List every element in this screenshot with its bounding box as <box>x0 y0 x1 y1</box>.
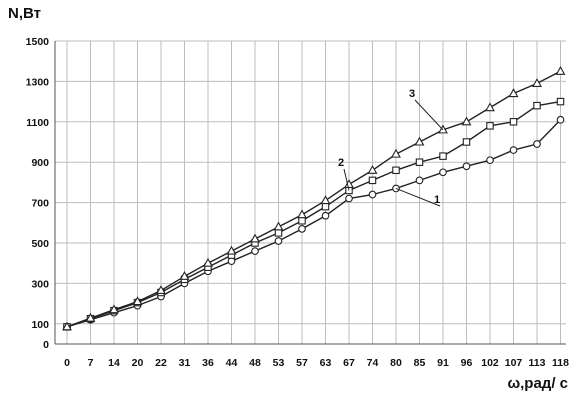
x-tick-label: 44 <box>226 357 238 369</box>
y-tick-label: 900 <box>31 157 49 169</box>
data-point-triangle <box>250 233 260 243</box>
y-tick-label: 1300 <box>26 76 50 88</box>
y-tick-label: 300 <box>31 278 49 290</box>
data-point-triangle <box>132 296 143 306</box>
data-point-square <box>486 122 494 130</box>
data-point-triangle <box>62 321 72 331</box>
data-point-square <box>439 152 447 160</box>
data-point-triangle <box>109 304 119 314</box>
data-point-triangle <box>85 312 96 322</box>
data-point-circle <box>509 146 518 154</box>
data-point-circle <box>251 247 259 255</box>
x-tick-label: 118 <box>552 357 569 369</box>
data-point-circle <box>274 237 283 245</box>
data-point-triangle <box>508 88 519 98</box>
data-point-triangle <box>273 221 284 231</box>
data-point-triangle <box>532 78 542 87</box>
series-line-3 <box>66 70 561 328</box>
data-point-circle <box>321 211 330 220</box>
series-group <box>62 65 566 331</box>
series-labels: 1 2 3 <box>338 88 444 207</box>
grid <box>55 40 566 345</box>
data-point-circle <box>533 140 541 148</box>
axes <box>54 41 566 345</box>
data-point-triangle <box>297 209 307 219</box>
data-point-square <box>321 202 330 211</box>
data-point-circle <box>556 115 565 124</box>
x-tick-label: 91 <box>437 357 449 369</box>
x-tick-label: 113 <box>529 357 546 369</box>
series-label-1: 1 <box>434 194 440 206</box>
data-point-triangle <box>485 102 495 112</box>
y-axis-title: N,Вт <box>8 5 41 22</box>
data-point-square <box>392 166 400 175</box>
data-point-square <box>368 176 377 185</box>
data-point-square <box>556 97 565 106</box>
x-tick-label: 31 <box>179 357 191 369</box>
data-point-triangle <box>179 270 190 280</box>
series-label-leader <box>395 187 441 207</box>
x-tick-label: 96 <box>461 357 473 369</box>
x-tick-label: 20 <box>132 357 144 369</box>
series-2 <box>63 97 565 331</box>
x-tick-label: 63 <box>320 357 332 369</box>
x-tick-label: 85 <box>414 357 426 369</box>
data-point-circle <box>415 176 424 185</box>
x-tick-label: 36 <box>202 357 214 369</box>
x-axis-title: ω,рад/ с <box>507 375 568 392</box>
data-point-square <box>509 118 518 126</box>
series-label-leader <box>343 168 350 191</box>
data-point-circle <box>462 162 471 171</box>
series-label-leader <box>414 99 444 131</box>
y-tick-label: 700 <box>31 198 49 210</box>
x-tick-label: 80 <box>390 357 402 369</box>
y-tick-label: 1500 <box>26 36 50 48</box>
data-point-circle <box>298 225 306 233</box>
series-label-2: 2 <box>338 157 344 169</box>
data-point-circle <box>439 168 447 177</box>
data-point-square <box>415 158 424 166</box>
y-tick-labels: 0 100 300 500 700 900 1100 1300 1500 <box>26 36 50 351</box>
series-1 <box>63 115 565 331</box>
x-tick-label: 14 <box>108 357 120 369</box>
data-point-triangle <box>226 245 237 255</box>
x-tick-labels: 0 7 14 20 22 31 36 44 48 53 57 63 67 74 80 85 91 96 102 107… <box>64 357 569 369</box>
x-tick-label: 7 <box>88 357 94 369</box>
data-point-circle <box>368 190 377 199</box>
data-point-triangle <box>203 257 213 267</box>
x-tick-label: 74 <box>367 357 379 369</box>
data-point-triangle <box>367 164 378 174</box>
y-tick-label: 100 <box>31 319 49 331</box>
x-tick-label: 0 <box>64 357 70 369</box>
series-3 <box>62 65 566 331</box>
data-point-circle <box>345 194 353 203</box>
x-tick-label: 102 <box>481 357 499 369</box>
x-tick-label: 57 <box>296 357 308 369</box>
y-tick-label: 0 <box>43 339 49 351</box>
data-point-triangle <box>461 116 472 126</box>
y-tick-label: 500 <box>31 238 49 250</box>
x-tick-label: 53 <box>273 357 285 369</box>
data-point-square <box>533 101 541 110</box>
series-line-1 <box>66 119 562 328</box>
data-point-triangle <box>344 179 354 188</box>
data-point-square <box>298 217 306 225</box>
data-point-triangle <box>391 148 401 158</box>
data-point-triangle <box>555 65 566 75</box>
data-point-triangle <box>156 285 166 295</box>
x-tick-label: 48 <box>249 357 261 369</box>
series-label-3: 3 <box>409 88 415 100</box>
x-tick-label: 67 <box>343 357 355 369</box>
data-point-triangle <box>320 195 331 205</box>
series-line-2 <box>66 100 561 328</box>
x-tick-label: 22 <box>155 357 167 369</box>
data-point-square <box>274 229 283 237</box>
y-tick-label: 1100 <box>26 117 49 129</box>
data-point-circle <box>486 156 494 165</box>
data-point-square <box>462 138 471 146</box>
x-tick-label: 107 <box>505 357 523 369</box>
data-point-triangle <box>414 136 425 146</box>
